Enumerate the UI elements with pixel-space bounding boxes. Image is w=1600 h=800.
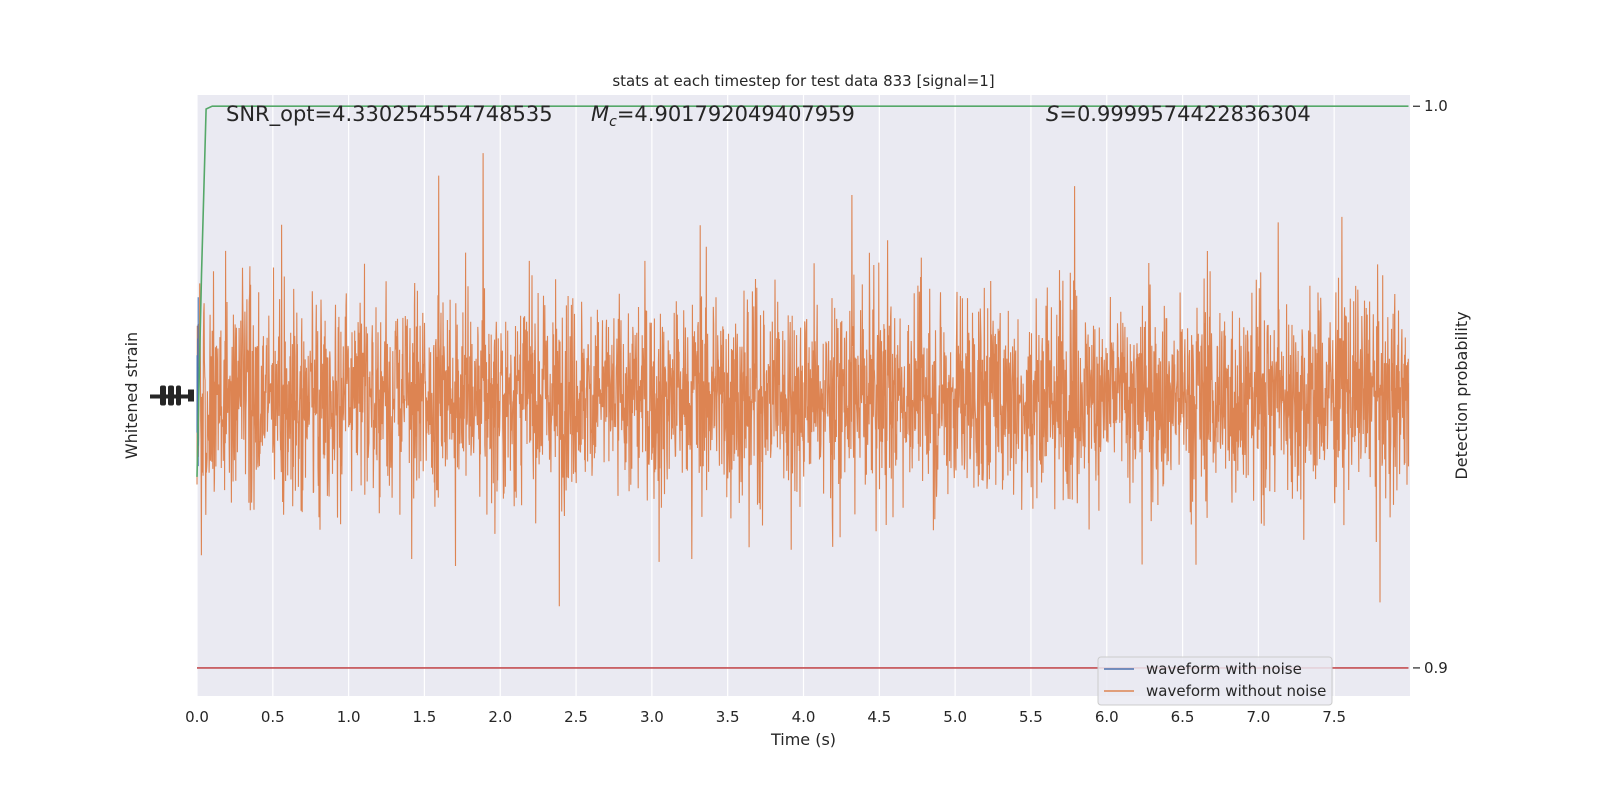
left-y-axis-label: Whitened strain [122,332,141,459]
left-tick-overlap [188,389,194,402]
right-y-axis-label: Detection probability [1452,311,1471,479]
left-tick-clutter [150,385,194,406]
x-tick-label: 5.0 [943,708,967,726]
x-tick-label: 1.5 [413,708,437,726]
right-tick-label: 0.9 [1424,659,1448,677]
detection-probability-line [196,105,1409,477]
x-axis-label: Time (s) [770,730,836,749]
legend-box [1097,656,1333,706]
s-symbol: S [1046,102,1059,126]
x-tick-label: 2.0 [488,708,512,726]
s-annotation: S=0.9999574422836304 [1046,102,1311,126]
s-value: =0.9999574422836304 [1059,102,1310,126]
x-tick-label: 2.5 [564,708,588,726]
mc-value: =4.901792049407959 [617,102,855,126]
left-tick-overlap [160,385,166,406]
mc-symbol: M [591,102,609,126]
right-tick-label: 1.0 [1424,97,1448,115]
x-tick-label: 4.0 [792,708,816,726]
x-tick-labels: 0.0 0.5 1.0 1.5 2.0 2.5 3.0 3.5 4.0 4.5 5.0 5.5 6.0 6… [185,708,1346,726]
chart-title: stats at each timestep for test data 833… [612,72,994,90]
x-tick-label: 6.0 [1095,708,1119,726]
mc-annotation: Mc=4.901792049407959 [591,102,855,130]
x-tick-label: 6.5 [1171,708,1195,726]
x-tick-label: 5.5 [1019,708,1043,726]
x-tick-label: 7.0 [1246,708,1270,726]
legend-label-with-noise: waveform with noise [1146,660,1302,678]
mc-subscript: c [609,114,617,130]
left-tick-overlap [168,385,174,406]
snr-annotation: SNR_opt=4.330254554748535 [226,102,553,127]
right-tick-labels: 0.9 1.0 [1413,97,1448,677]
legend-label-without-noise: waveform without noise [1146,682,1326,700]
x-tick-label: 3.5 [716,708,740,726]
x-tick-label: 0.0 [185,708,209,726]
left-tick-overlap [176,385,181,406]
x-tick-label: 1.0 [337,708,361,726]
x-tick-label: 4.5 [867,708,891,726]
x-tick-label: 0.5 [261,708,285,726]
x-tick-label: 3.0 [640,708,664,726]
x-tick-label: 7.5 [1322,708,1346,726]
legend: waveform with noise waveform without noi… [1097,656,1333,706]
waveform-without-noise-line [196,153,1410,607]
